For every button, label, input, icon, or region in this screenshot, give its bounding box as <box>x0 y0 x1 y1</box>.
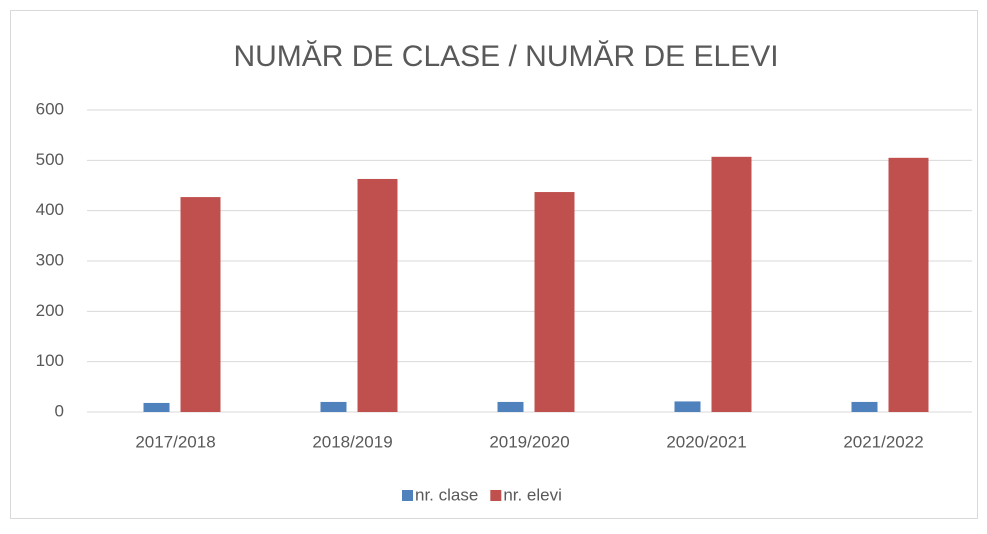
legend-swatch <box>402 490 413 501</box>
legend-label: nr. elevi <box>503 485 562 504</box>
x-tick-label: 2020/2021 <box>666 432 746 451</box>
bar <box>180 197 221 412</box>
x-tick-label: 2021/2022 <box>843 432 923 451</box>
chart-title: NUMĂR DE CLASE / NUMĂR DE ELEVI <box>233 40 778 73</box>
y-tick-label: 300 <box>36 250 64 269</box>
y-tick-label: 600 <box>36 99 64 118</box>
bar <box>674 401 701 412</box>
bar <box>497 401 524 412</box>
bar <box>888 157 929 412</box>
y-tick-label: 400 <box>36 200 64 219</box>
x-tick-label: 2018/2019 <box>312 432 392 451</box>
x-tick-label: 2017/2018 <box>135 432 215 451</box>
y-tick-label: 0 <box>55 401 64 420</box>
y-tick-label: 200 <box>36 301 64 320</box>
bar <box>320 401 347 412</box>
x-tick-label: 2019/2020 <box>489 432 569 451</box>
y-tick-label: 500 <box>36 150 64 169</box>
bar <box>357 178 398 412</box>
legend-swatch <box>490 490 502 501</box>
legend-label: nr. clase <box>415 485 478 504</box>
bar <box>534 192 575 412</box>
bar <box>711 156 752 412</box>
y-tick-label: 100 <box>36 351 64 370</box>
bar <box>851 401 878 412</box>
bar <box>143 402 170 412</box>
chart-border <box>10 10 978 519</box>
